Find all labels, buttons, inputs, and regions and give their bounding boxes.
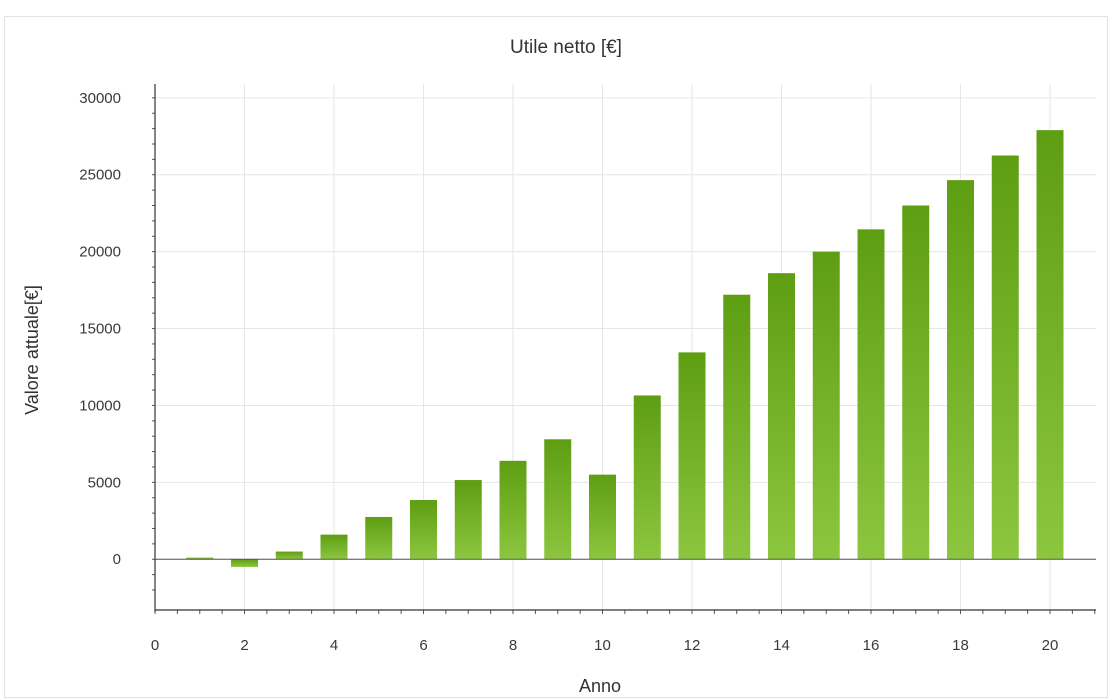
bar <box>678 352 706 560</box>
bar <box>1036 130 1064 560</box>
bar <box>186 557 214 560</box>
bar <box>589 474 616 560</box>
bars <box>186 130 1064 567</box>
y-tick-label: 25000 <box>79 167 121 184</box>
y-axis-title: Valore attuale[€] <box>22 285 42 415</box>
x-tick-label: 6 <box>419 637 427 654</box>
x-tick-label: 20 <box>1042 637 1059 654</box>
chart-title: Utile netto [€] <box>510 37 622 58</box>
bar <box>454 480 482 560</box>
x-tick-label: 10 <box>594 637 611 654</box>
bar <box>499 460 527 560</box>
bar <box>633 395 661 560</box>
x-tick-label: 4 <box>330 637 338 654</box>
bar <box>320 534 348 560</box>
x-tick-label: 16 <box>863 637 880 654</box>
tick-labels: 0 2 4 6 8 10 12 14 16 18 20 0 5000 10000 15000 20000 250… <box>79 90 1058 654</box>
bar <box>275 551 303 560</box>
axes <box>152 84 1096 614</box>
y-tick-label: 0 <box>113 551 121 568</box>
x-tick-label: 12 <box>684 637 701 654</box>
y-tick-label: 10000 <box>79 397 121 414</box>
bar <box>812 251 840 560</box>
y-tick-label: 5000 <box>88 474 121 491</box>
x-tick-label: 18 <box>952 637 969 654</box>
x-tick-label: 0 <box>151 637 159 654</box>
x-tick-label: 8 <box>509 637 517 654</box>
bar <box>947 180 974 560</box>
x-axis-title: Anno <box>579 676 621 696</box>
bar <box>991 155 1019 560</box>
bar <box>723 294 751 560</box>
bar <box>231 559 258 567</box>
y-tick-label: 20000 <box>79 244 121 261</box>
bar <box>410 500 437 560</box>
bar <box>902 205 930 560</box>
bar <box>365 516 393 560</box>
y-tick-label: 15000 <box>79 321 121 338</box>
y-tick-label: 30000 <box>79 90 121 107</box>
x-tick-label: 14 <box>773 637 790 654</box>
x-tick-label: 2 <box>240 637 248 654</box>
bar <box>857 229 885 560</box>
bar <box>768 273 795 560</box>
bar <box>544 439 572 560</box>
